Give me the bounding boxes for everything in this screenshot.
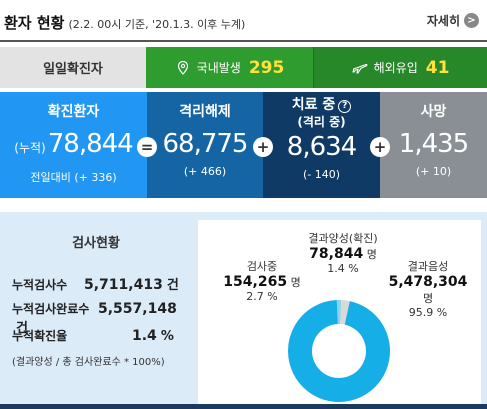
test-status-panel: 검사현황 누적검사수 5,711,413 건 누적검사완료수 5,557,148건 누… xyxy=(0,212,487,404)
deaths-delta: (+ 10) xyxy=(415,165,452,178)
treating-delta: (- 140) xyxy=(302,168,341,181)
status-header: 환자 현황 (2.2. 00시 기준, '20.1.3. 이후 누계) 자세히 > xyxy=(0,0,487,44)
confirmed-title: 확진환자 xyxy=(47,104,100,120)
positive-unit: 명 xyxy=(366,248,377,261)
negative-pct: 95.9 % xyxy=(408,306,448,319)
positive-value: 78,844 xyxy=(309,246,364,262)
test-row: 누적검사완료수 5,557,148 건 xyxy=(12,300,192,336)
positive-pct: 1.4 % xyxy=(327,262,359,275)
domestic-value: 295 xyxy=(248,57,285,78)
confirmed-delta: 전일대비 (+ 336) xyxy=(30,171,117,184)
chevron-right-icon: > xyxy=(464,13,479,28)
testing-legend: 검사중 154,265 명 2.7 % xyxy=(216,258,308,303)
location-pin-icon xyxy=(177,60,188,75)
donut-chart xyxy=(288,300,390,402)
daily-label: 일일확진자 xyxy=(0,47,146,88)
more-label: 자세히 xyxy=(426,14,460,28)
bottom-divider xyxy=(0,404,487,409)
treating-subtitle: (격리 중) xyxy=(297,115,346,129)
domestic-cases: 국내발생 295 xyxy=(146,47,313,88)
test-summary: 검사현황 누적검사수 5,711,413 건 누적검사완료수 5,557,148건 누… xyxy=(0,212,192,404)
negative-value: 5,478,304 xyxy=(388,274,468,290)
deaths-value: 1,435 xyxy=(398,129,469,159)
title-subtitle: (2.2. 00시 기준, '20.1.3. 이후 누계) xyxy=(68,18,246,31)
daily-confirmed-bar: 일일확진자 국내발생 295 해외유입 41 xyxy=(0,47,487,88)
test-row-label: 누적확진율 xyxy=(12,329,68,343)
negative-legend: 결과음성 5,478,304 명 95.9 % xyxy=(378,258,478,319)
test-result-chart: 결과양성(확진) 78,844 명 1.4 % 검사중 154,265 명 2.… xyxy=(198,220,481,404)
test-row-value: 1.4 xyxy=(132,328,157,344)
test-row-unit: 건 xyxy=(166,278,179,293)
test-row-label: 누적검사수 xyxy=(12,278,68,292)
test-row: 누적확진율 1.4% xyxy=(12,327,174,344)
plus-icon: + xyxy=(253,137,273,157)
negative-label: 결과음성 xyxy=(407,260,449,273)
confirmed-value: 78,844 xyxy=(47,129,134,159)
released-delta: (+ 466) xyxy=(183,165,227,178)
testing-unit: 명 xyxy=(290,276,301,289)
testing-label: 검사중 xyxy=(246,260,278,273)
released-value: 68,775 xyxy=(162,129,249,159)
test-row-unit: % xyxy=(160,329,174,344)
testing-value: 154,265 xyxy=(223,274,288,290)
positive-legend: 결과양성(확진) 78,844 명 1.4 % xyxy=(303,230,383,275)
treating-box: 치료 중? (격리 중) 8,634 (- 140) xyxy=(263,92,380,198)
donut-slice-negative xyxy=(288,300,390,402)
test-row-label: 누적검사완료수 xyxy=(12,302,90,316)
test-row: 누적검사수 5,711,413 건 xyxy=(12,274,179,293)
treating-title-row: 치료 중? xyxy=(263,98,380,113)
negative-unit: 명 xyxy=(422,292,434,305)
confirmed-box: 확진환자 (누적)78,844 전일대비 (+ 336) xyxy=(0,92,147,198)
page-title: 환자 현황 (2.2. 00시 기준, '20.1.3. 이후 누계) xyxy=(4,12,245,33)
domestic-label: 국내발생 xyxy=(196,61,241,75)
more-link[interactable]: 자세히 > xyxy=(427,12,479,29)
title-text: 환자 현황 xyxy=(4,14,65,32)
test-title: 검사현황 xyxy=(72,236,120,251)
deaths-box: 사망 1,435 (+ 10) xyxy=(380,92,487,198)
positive-label: 결과양성(확진) xyxy=(308,232,378,245)
treating-value: 8,634 xyxy=(286,132,357,162)
overseas-label: 해외유입 xyxy=(373,61,418,75)
donut-slice-testing xyxy=(339,300,350,325)
released-box: 격리해제 68,775 (+ 466) xyxy=(147,92,263,198)
test-row-value: 5,711,413 xyxy=(84,277,163,293)
test-note: (결과양성 / 총 검사완료수 * 100%) xyxy=(12,357,165,368)
overseas-cases: 해외유입 41 xyxy=(313,47,487,88)
help-icon[interactable]: ? xyxy=(338,100,352,113)
airplane-icon xyxy=(352,63,368,74)
treating-title: 치료 중 xyxy=(291,97,336,113)
testing-pct: 2.7 % xyxy=(246,290,278,303)
confirmed-prefix: (누적) xyxy=(14,141,46,155)
summary-stats: 확진환자 (누적)78,844 전일대비 (+ 336) 격리해제 68,775… xyxy=(0,92,487,198)
header-divider xyxy=(0,40,487,42)
released-title: 격리해제 xyxy=(179,104,231,120)
confirmed-value-row: (누적)78,844 xyxy=(0,131,147,161)
plus-icon: + xyxy=(370,137,390,157)
test-row-value: 5,557,148 xyxy=(98,301,177,317)
overseas-value: 41 xyxy=(425,57,450,78)
test-row-unit: 건 xyxy=(16,321,28,336)
deaths-title: 사망 xyxy=(420,104,447,120)
equals-icon: = xyxy=(137,137,157,157)
